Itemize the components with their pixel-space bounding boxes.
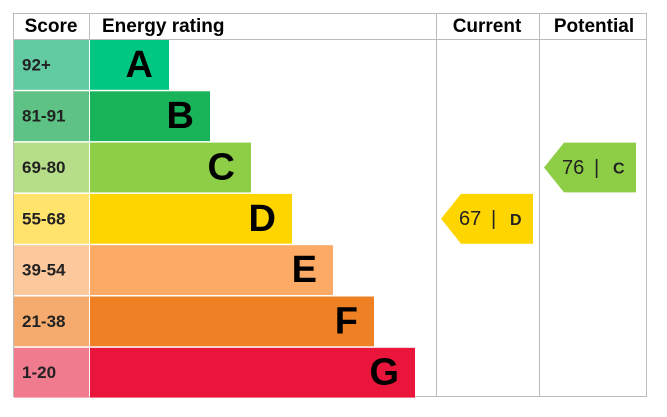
score-cell — [14, 142, 89, 193]
header-current: Current — [453, 16, 522, 37]
header-score: Score — [25, 16, 78, 37]
rating-letter: G — [369, 352, 399, 394]
current-value: 67 — [459, 208, 481, 230]
score-cell — [14, 245, 89, 295]
score-cell — [14, 347, 89, 398]
header-potential: Potential — [554, 16, 634, 37]
rating-bar — [90, 142, 251, 193]
score-range: 92+ — [22, 55, 51, 74]
potential-arrow — [544, 142, 636, 193]
current-separator: | — [491, 208, 496, 230]
score-range: 69-80 — [22, 158, 65, 177]
rating-letter: F — [335, 300, 358, 342]
rating-letter: D — [249, 198, 276, 240]
score-range: 39-54 — [22, 261, 66, 280]
score-cell — [14, 193, 89, 244]
score-range: 81-91 — [22, 107, 65, 126]
score-range: 21-38 — [22, 312, 65, 331]
header-energy-rating: Energy rating — [102, 16, 224, 37]
current-letter: D — [510, 212, 522, 229]
score-range: 1-20 — [22, 363, 56, 382]
rating-bar — [90, 40, 169, 90]
score-cell — [14, 91, 89, 142]
rating-bar — [90, 91, 210, 142]
score-cell — [14, 296, 89, 347]
score-cell — [14, 40, 89, 90]
rating-bar — [90, 193, 292, 244]
rating-bar — [90, 347, 415, 398]
rating-letter: C — [208, 147, 235, 189]
potential-letter: C — [613, 161, 625, 178]
current-arrow — [441, 193, 533, 244]
rating-letter: A — [126, 44, 153, 86]
potential-value: 76 — [562, 157, 584, 179]
potential-separator: | — [594, 157, 599, 179]
rating-bar — [90, 245, 333, 295]
score-range: 55-68 — [22, 209, 65, 228]
rating-letter: E — [292, 249, 317, 291]
rating-letter: B — [167, 95, 194, 137]
rating-bar — [90, 296, 374, 347]
